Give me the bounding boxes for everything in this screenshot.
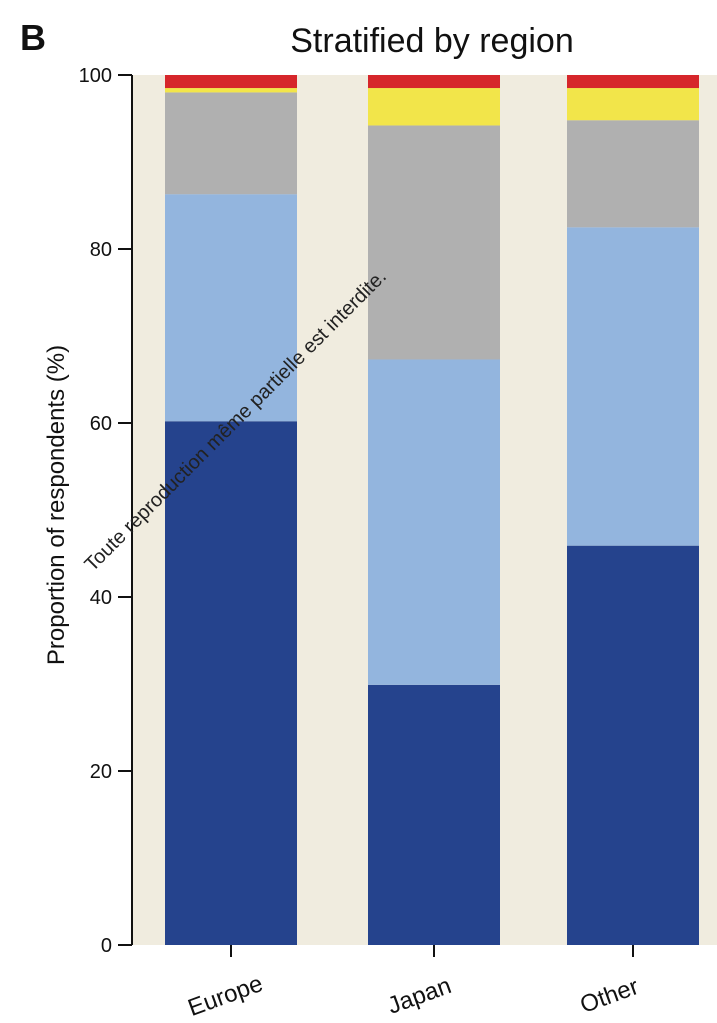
y-tick-label: 80 [90,239,112,261]
bar-japan-segment-5 [368,75,500,89]
bar-europe-segment-5 [165,75,297,89]
chart-title: Stratified by region [290,22,574,60]
x-categories-group: Europe Japan Other [184,945,642,1022]
bar-europe-segment-4 [165,88,297,93]
bar-europe-segment-2 [165,194,297,422]
y-ticks-group: 0 20 40 60 80 100 [79,65,132,957]
bar-europe-segment-1 [165,421,297,945]
y-tick-label: 60 [90,413,112,435]
bar-other-segment-2 [567,227,699,546]
bar-other-segment-1 [567,545,699,945]
y-axis-label: Proportion of respondents (%) [43,345,70,665]
y-tick-label: 100 [79,65,112,87]
y-tick-label: 40 [90,587,112,609]
bar-japan-segment-3 [368,125,500,360]
x-category-label-europe: Europe [184,970,266,1022]
y-tick-label: 20 [90,761,112,783]
bar-japan-segment-1 [368,684,500,945]
bar-japan-segment-4 [368,88,500,126]
y-tick-label: 0 [101,935,112,957]
bar-japan-segment-2 [368,359,500,685]
bar-europe-segment-3 [165,92,297,195]
bar-other-segment-5 [567,75,699,89]
x-category-label-other: Other [577,973,643,1019]
panel-label: B [20,17,46,58]
bars-group [165,75,699,945]
bar-other-segment-3 [567,120,699,228]
bar-other-segment-4 [567,88,699,121]
x-category-label-japan: Japan [384,972,455,1020]
